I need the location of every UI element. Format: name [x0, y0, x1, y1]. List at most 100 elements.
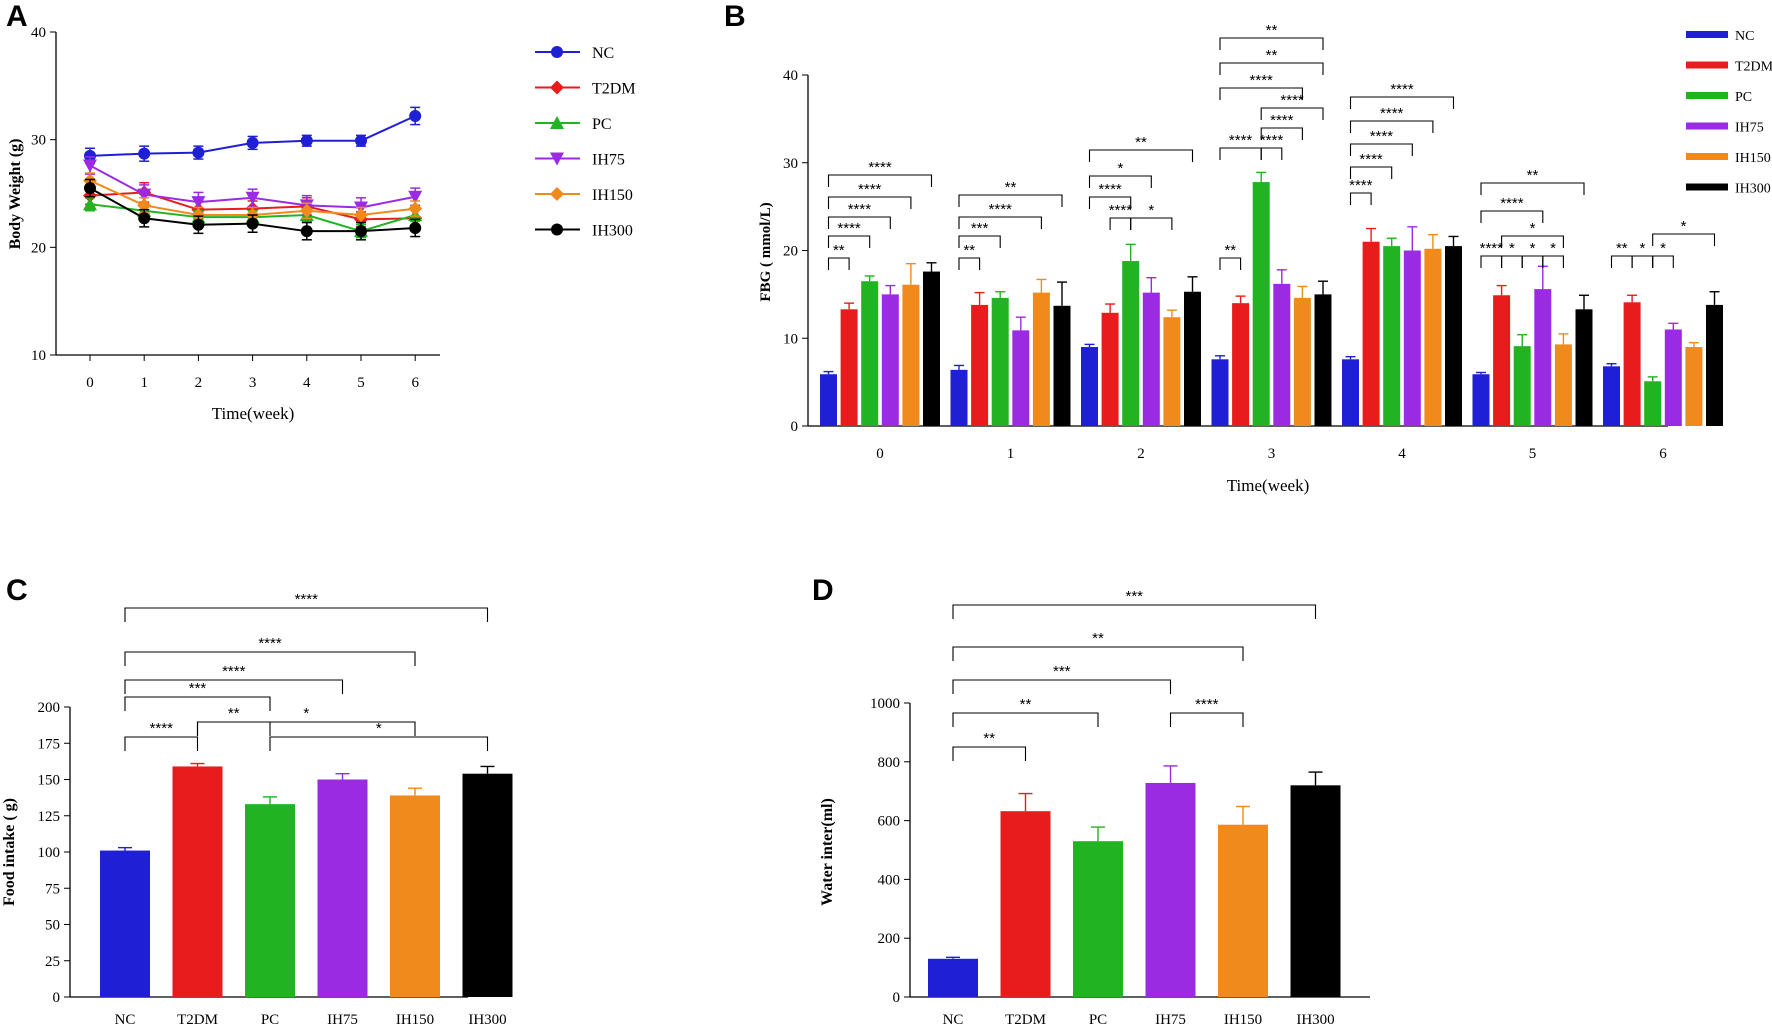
x-tick-label: 3 [1268, 446, 1276, 462]
significance-bracket: **** [1349, 128, 1413, 156]
significance-label: *** [189, 680, 207, 697]
series-pc [861, 171, 1662, 426]
bracket-line [1501, 255, 1523, 268]
significance-bracket: *** [952, 663, 1172, 694]
significance-bracket: **** [1349, 177, 1373, 205]
bar [1472, 374, 1490, 426]
bar [1383, 246, 1401, 426]
significance-bracket: **** [1109, 202, 1132, 230]
legend-swatch [1686, 122, 1728, 130]
y-tick-label: 10 [31, 348, 46, 364]
bar [971, 304, 989, 426]
bar-ih75 [1145, 765, 1196, 997]
significance-bracket: * [1542, 240, 1564, 268]
data-point [354, 208, 368, 223]
bar [1706, 304, 1723, 426]
bracket-line [952, 604, 1317, 619]
legend-item-ih75: IH75 [1686, 121, 1764, 136]
bar [840, 309, 858, 426]
bar-pc [245, 796, 295, 997]
data-point [137, 188, 152, 202]
y-tick-label: 175 [38, 736, 61, 752]
y-tick-label: 100 [38, 845, 61, 861]
significance-label: ** [983, 730, 995, 747]
bracket-line [952, 746, 1027, 761]
bar [1053, 305, 1071, 426]
x-tick-label: 4 [1398, 446, 1406, 462]
bar [1252, 182, 1270, 426]
y-tick-label: 30 [783, 156, 798, 172]
x-tick-label: IH75 [327, 1012, 358, 1028]
legend-swatch [1686, 92, 1728, 99]
significance-bracket: **** [1219, 132, 1262, 160]
data-point [299, 203, 314, 218]
x-tick-label: IH300 [468, 1012, 506, 1028]
significance-label: **** [1250, 72, 1274, 89]
bracket-line [1169, 712, 1244, 727]
significance-bracket: **** [124, 663, 344, 694]
legend-item-t2dm: T2DM [1686, 60, 1772, 75]
y-tick-label: 200 [38, 700, 61, 716]
bar [1424, 248, 1442, 426]
bar [1623, 302, 1641, 426]
bracket-line [1219, 62, 1324, 75]
bracket-line [952, 712, 1099, 727]
x-tick-label: 2 [1137, 446, 1145, 462]
significance-label: ** [963, 242, 975, 259]
bracket-line [827, 235, 871, 248]
x-axis-title: Time(week) [1227, 476, 1309, 495]
panel-b: B 0 10 20 30 40 Time(week) FBG ( mmol/L) 0 1 2 3 4 5 6… [724, 0, 1772, 495]
y-tick-label: 0 [53, 990, 61, 1006]
bracket-line [958, 216, 1042, 229]
bar [317, 779, 368, 997]
significance-annotations: **** ************ [952, 588, 1317, 761]
bracket-line [196, 721, 416, 736]
x-tick-label: PC [261, 1012, 279, 1028]
data-point [300, 134, 313, 147]
y-tick-label: 50 [45, 918, 60, 934]
data-point [409, 221, 422, 234]
data-point [300, 225, 313, 238]
bar [1403, 250, 1421, 426]
x-tick-label: IH150 [396, 1012, 434, 1028]
significance-bracket: **** [1349, 105, 1434, 133]
bar [1073, 841, 1123, 997]
bar-ih150 [390, 787, 440, 997]
significance-label: **** [1390, 81, 1414, 98]
bracket-line [1349, 192, 1372, 205]
data-point [355, 225, 367, 238]
significance-label: **** [1480, 240, 1504, 257]
significance-label: **** [1280, 92, 1304, 109]
significance-bracket: * [1631, 240, 1654, 268]
data-point [191, 196, 206, 210]
x-tick-label: IH150 [1224, 1012, 1262, 1028]
bracket-line [269, 736, 489, 751]
significance-label: **** [1349, 177, 1373, 194]
legend-marker [550, 80, 564, 95]
bracket-line [1219, 87, 1303, 100]
significance-bracket: ** [1088, 134, 1194, 162]
legend-item-nc: NC [535, 45, 614, 62]
significance-label: ** [1616, 240, 1628, 257]
bar [172, 766, 223, 997]
significance-label: *** [1125, 588, 1143, 605]
bracket-line [827, 257, 850, 270]
legend-item-ih300: IH300 [535, 223, 633, 240]
significance-label: ** [833, 242, 845, 259]
bar [1534, 289, 1552, 426]
significance-bracket: **** [958, 201, 1042, 229]
bar [1575, 309, 1593, 426]
y-tick-label: 1000 [870, 696, 900, 712]
bracket-line [1260, 147, 1283, 160]
significance-label: **** [1098, 181, 1122, 198]
bracket-line [124, 696, 271, 711]
data-point [409, 109, 422, 122]
significance-bracket: ** [1480, 167, 1585, 195]
y-axis-title: Food intake ( g) [1, 798, 18, 906]
data-point [408, 201, 423, 216]
data-point [138, 212, 151, 225]
significance-bracket: * [269, 720, 489, 751]
data-point [137, 198, 152, 213]
significance-bracket: **** [827, 159, 933, 187]
significance-label: * [1550, 240, 1556, 257]
